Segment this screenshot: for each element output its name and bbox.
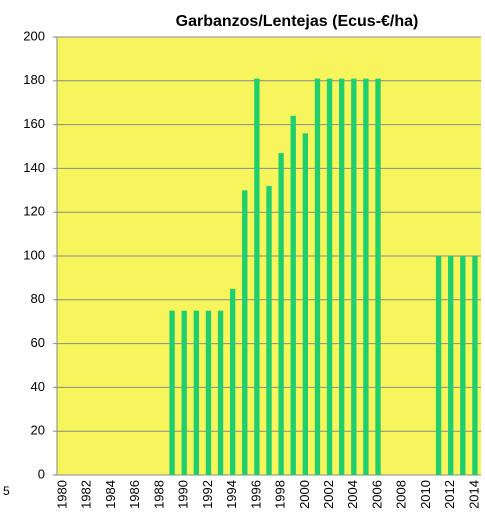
y-tick-label: 0 <box>38 466 45 481</box>
y-tick-label: 180 <box>23 72 45 87</box>
x-tick-label: 1992 <box>200 480 215 509</box>
x-tick-label: 2014 <box>466 480 481 509</box>
bar <box>205 310 212 475</box>
bar <box>435 256 442 475</box>
x-tick-label: 1996 <box>248 480 263 509</box>
y-tick-label: 200 <box>23 28 45 43</box>
bar <box>278 153 284 475</box>
x-tick-label: 2006 <box>369 480 384 509</box>
x-tick-label: 1982 <box>79 480 94 509</box>
x-tick-label: 2000 <box>297 480 312 509</box>
bar <box>448 256 454 475</box>
x-tick-label: 1994 <box>224 480 239 509</box>
bar <box>363 78 369 476</box>
bar <box>351 78 357 476</box>
x-tick-label: 1984 <box>103 480 118 509</box>
x-tick-label: 1998 <box>273 480 288 509</box>
bar <box>254 78 260 476</box>
y-tick-label: 80 <box>31 291 45 306</box>
x-tick-label: 1986 <box>127 480 142 509</box>
x-tick-label: 2010 <box>418 480 433 509</box>
x-tick-label: 2004 <box>345 480 360 509</box>
bar <box>375 78 381 476</box>
y-tick-label: 160 <box>23 116 45 131</box>
bar <box>242 190 248 476</box>
x-tick-label: 2002 <box>321 480 336 509</box>
x-tick-label: 1988 <box>151 480 166 509</box>
chart-title: Garbanzos/Lentejas (Ecus-€/ha) <box>176 13 419 30</box>
annotation: 5 <box>3 484 10 498</box>
bar <box>181 310 187 475</box>
x-tick-label: 2008 <box>394 480 409 509</box>
y-tick-label: 100 <box>23 247 45 262</box>
bar <box>169 310 175 475</box>
bar <box>339 78 345 476</box>
x-tick-label: 2012 <box>442 480 457 509</box>
bar <box>326 78 333 476</box>
bar <box>472 256 478 475</box>
x-tick-label: 1980 <box>54 480 69 509</box>
bar <box>302 133 309 476</box>
bar <box>266 185 272 476</box>
bar <box>193 310 199 475</box>
y-tick-label: 120 <box>23 204 45 219</box>
y-tick-label: 40 <box>31 379 45 394</box>
bar <box>460 256 466 475</box>
y-tick-label: 20 <box>31 423 45 438</box>
y-tick-label: 140 <box>23 160 45 175</box>
bar <box>290 115 296 475</box>
y-tick-label: 60 <box>31 335 45 350</box>
bar <box>217 310 224 475</box>
x-tick-label: 1990 <box>176 480 191 509</box>
bar <box>314 78 321 476</box>
bar <box>229 288 236 475</box>
